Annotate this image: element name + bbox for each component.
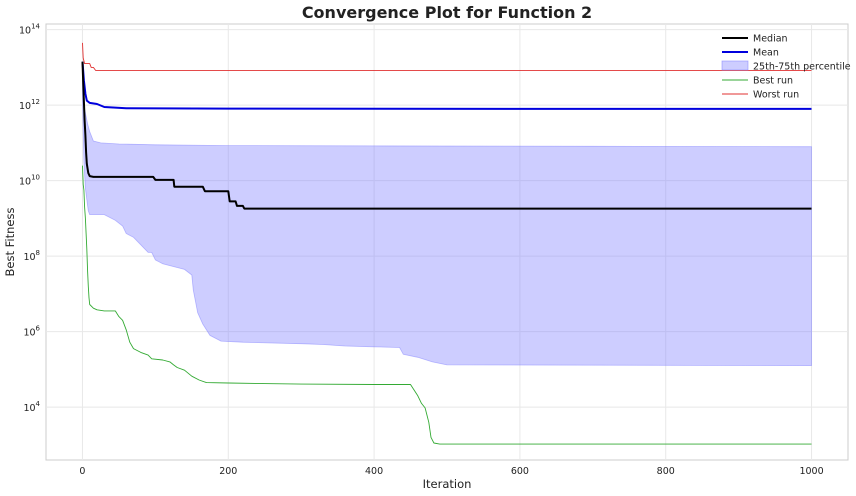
legend: Median Mean 25th-75th percentile Best run Wo…	[721, 34, 851, 101]
x-tick-label: 600	[511, 466, 529, 477]
x-tick-label: 800	[657, 466, 675, 477]
percentile-band	[82, 67, 812, 367]
legend-label: Median	[753, 34, 788, 45]
y-tick-label: 104	[23, 400, 40, 414]
y-tick-label: 1014	[19, 23, 41, 37]
x-tick-label: 0	[79, 466, 85, 477]
legend-label: Worst run	[753, 90, 799, 101]
y-tick-label: 1010	[19, 174, 40, 188]
series-line-best-run	[82, 165, 812, 445]
y-tick-label: 106	[23, 325, 40, 339]
x-tick-labels: 0 200 400 600 800 1000	[79, 466, 823, 477]
y-tick-label: 108	[23, 249, 40, 263]
percentile-band-layer	[82, 67, 812, 367]
x-axis-title: Iteration	[423, 477, 472, 491]
y-axis-title: Best Fitness	[3, 208, 17, 277]
y-tick-labels: 104 106 108 1010 1012 1014	[19, 23, 41, 414]
legend-label: 25th-75th percentile	[753, 62, 851, 73]
x-tick-label: 200	[219, 466, 237, 477]
series-line-mean	[81, 61, 812, 110]
series-layer	[81, 42, 812, 445]
chart-title: Convergence Plot for Function 2	[302, 3, 592, 22]
plot-area	[45, 23, 849, 461]
series-line-worst-run	[82, 42, 812, 71]
x-tick-label: 400	[365, 466, 383, 477]
x-tick-label: 1000	[799, 466, 823, 477]
series-line-median	[81, 61, 812, 210]
legend-label: Best run	[753, 76, 793, 87]
y-tick-label: 1012	[19, 98, 40, 112]
legend-label: Mean	[753, 48, 779, 59]
legend-swatch	[721, 60, 749, 71]
